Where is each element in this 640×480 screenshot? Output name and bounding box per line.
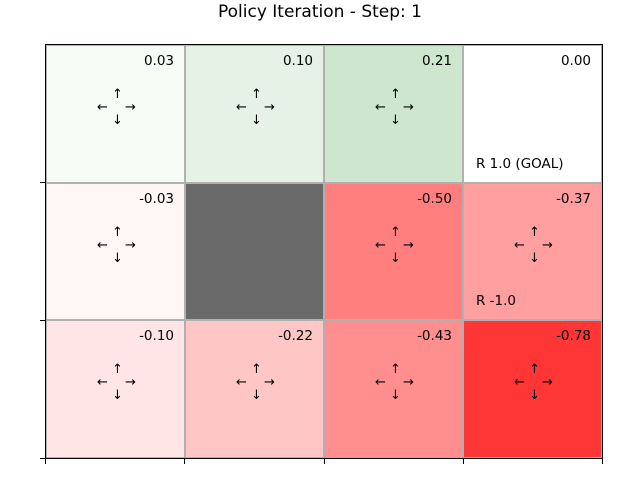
arrow-left-icon: ← — [97, 237, 108, 253]
grid-cell: -0.37 ↑ ↓ ← → R -1.0 — [463, 182, 602, 321]
arrow-right-icon: → — [403, 375, 414, 391]
arrow-left-icon: ← — [236, 375, 247, 391]
state-value: -0.43 — [417, 328, 452, 345]
arrow-left-icon: ← — [375, 375, 386, 391]
arrow-down-icon: ↓ — [251, 388, 262, 404]
arrow-down-icon: ↓ — [529, 388, 540, 404]
arrow-up-icon: ↑ — [112, 87, 123, 102]
x-tick — [462, 459, 464, 464]
grid-cell: 0.10 ↑ ↓ ← → — [185, 45, 324, 183]
arrow-left-icon: ← — [375, 100, 386, 115]
state-value: -0.37 — [556, 190, 591, 207]
grid-cell: -0.22 ↑ ↓ ← → — [185, 320, 324, 458]
arrow-up-icon: ↑ — [529, 224, 540, 240]
arrow-up-icon: ↑ — [251, 87, 262, 102]
policy-arrows: ↑ ↓ ← → — [97, 226, 137, 266]
arrow-down-icon: ↓ — [251, 113, 262, 128]
state-value: -0.22 — [278, 328, 313, 345]
arrow-left-icon: ← — [514, 375, 525, 391]
grid-cell: -0.43 ↑ ↓ ← → — [324, 320, 463, 458]
arrow-up-icon: ↑ — [390, 362, 401, 378]
state-value: -0.78 — [556, 328, 591, 345]
y-tick — [40, 458, 45, 459]
policy-arrows: ↑ ↓ ← → — [97, 88, 137, 128]
arrow-right-icon: → — [264, 375, 275, 391]
state-value: 0.10 — [282, 53, 313, 69]
x-tick — [323, 459, 325, 464]
arrow-left-icon: ← — [375, 237, 386, 253]
arrow-up-icon: ↑ — [112, 224, 123, 240]
arrow-right-icon: → — [264, 100, 275, 115]
figure-title: Policy Iteration - Step: 1 — [217, 2, 422, 22]
y-tick — [40, 320, 45, 321]
state-value: 0.03 — [143, 53, 174, 69]
arrow-down-icon: ↓ — [390, 388, 401, 404]
arrow-down-icon: ↓ — [529, 250, 540, 266]
arrow-right-icon: → — [125, 375, 136, 391]
grid-cell: -0.50 ↑ ↓ ← → — [324, 182, 463, 321]
arrow-right-icon: → — [542, 375, 553, 391]
arrow-down-icon: ↓ — [390, 250, 401, 266]
arrow-down-icon: ↓ — [390, 113, 401, 128]
x-tick — [45, 459, 46, 464]
reward-label: R -1.0 — [476, 293, 517, 310]
policy-arrows: ↑ ↓ ← → — [375, 226, 415, 266]
wall-cell — [185, 182, 324, 321]
arrow-down-icon: ↓ — [112, 113, 123, 128]
arrow-up-icon: ↑ — [529, 362, 540, 378]
x-tick — [184, 459, 186, 464]
x-tick — [602, 459, 603, 464]
arrow-left-icon: ← — [236, 100, 247, 115]
policy-arrows: ↑ ↓ ← → — [236, 363, 276, 403]
policy-arrows: ↑ ↓ ← → — [375, 363, 415, 403]
grid-cell: 0.21 ↑ ↓ ← → — [324, 45, 463, 183]
grid-cell: -0.03 ↑ ↓ ← → — [46, 182, 185, 321]
arrow-left-icon: ← — [514, 237, 525, 253]
state-value: -0.50 — [417, 190, 452, 207]
arrow-up-icon: ↑ — [251, 362, 262, 378]
grid-cell: 0.00 R 1.0 (GOAL) — [463, 45, 602, 183]
arrow-left-icon: ← — [97, 375, 108, 391]
grid-cell: -0.78 ↑ ↓ ← → — [463, 320, 602, 458]
state-value: -0.03 — [139, 190, 174, 207]
grid-cell: -0.10 ↑ ↓ ← → — [46, 320, 185, 458]
y-tick — [40, 182, 45, 183]
arrow-right-icon: → — [403, 100, 414, 115]
policy-arrows: ↑ ↓ ← → — [236, 88, 276, 128]
state-value: 0.00 — [560, 53, 591, 69]
arrow-right-icon: → — [403, 237, 414, 253]
arrow-up-icon: ↑ — [112, 362, 123, 378]
policy-arrows: ↑ ↓ ← → — [375, 88, 415, 128]
arrow-right-icon: → — [125, 237, 136, 253]
gridworld: 0.03 ↑ ↓ ← → 0.10 ↑ ↓ ← → 0.21 ↑ ↓ ← → 0.00 R 1.0 (GOAL)… — [45, 44, 603, 459]
arrow-right-icon: → — [542, 237, 553, 253]
arrow-up-icon: ↑ — [390, 224, 401, 240]
arrow-down-icon: ↓ — [112, 388, 123, 404]
reward-label: R 1.0 (GOAL) — [476, 155, 564, 172]
state-value: -0.10 — [139, 328, 174, 345]
policy-arrows: ↑ ↓ ← → — [97, 363, 137, 403]
arrow-left-icon: ← — [97, 100, 108, 115]
arrow-right-icon: → — [125, 100, 136, 115]
arrow-down-icon: ↓ — [112, 250, 123, 266]
state-value: 0.21 — [421, 53, 452, 69]
arrow-up-icon: ↑ — [390, 87, 401, 102]
policy-arrows: ↑ ↓ ← → — [514, 363, 554, 403]
grid-cell: 0.03 ↑ ↓ ← → — [46, 45, 185, 183]
policy-arrows: ↑ ↓ ← → — [514, 226, 554, 266]
